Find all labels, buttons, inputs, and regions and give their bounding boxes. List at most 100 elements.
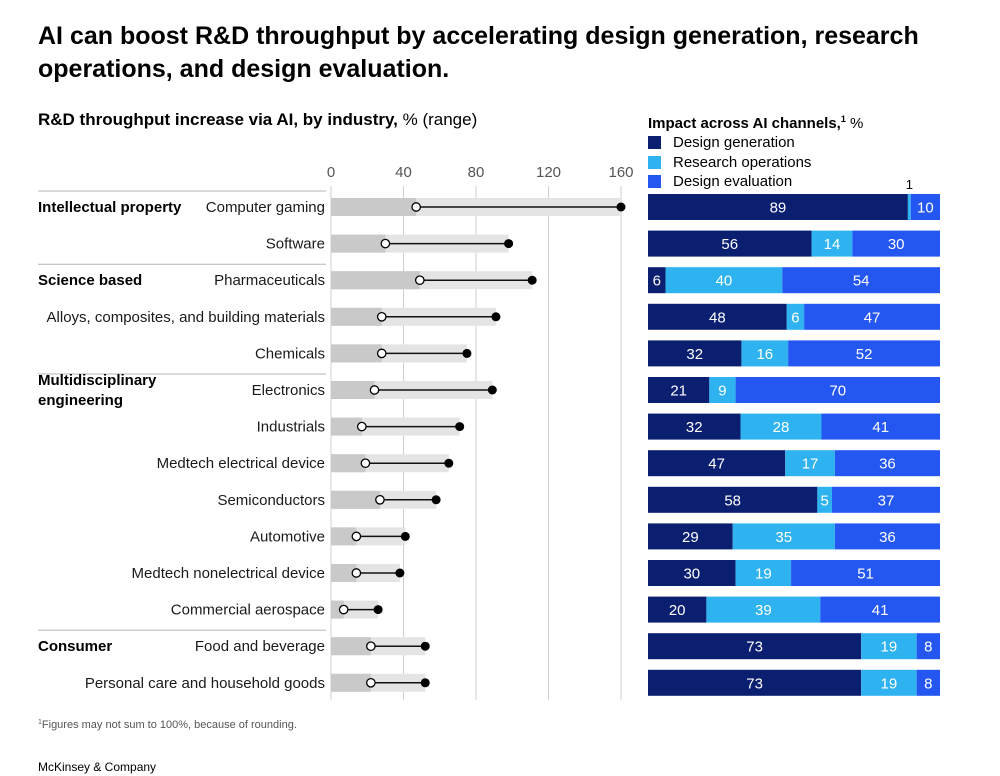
page-title: AI can boost R&D throughput by accelerat… [38,22,919,83]
stacked-segment-design-evaluation [735,377,940,403]
segment-value-label: 8 [924,639,932,656]
stacked-segment-research-operations [785,450,835,477]
row-label-medtech-nonelectrical-device: Medtech nonelectrical device [132,565,325,582]
segment-value-label: 70 [829,383,846,400]
x-tick-label: 80 [468,164,485,181]
segment-value-label: 16 [756,346,773,363]
row-label-commercial-aerospace: Commercial aerospace [171,602,325,619]
stacked-segment-research-operations [817,486,832,513]
segment-value-label: 73 [746,639,763,656]
x-tick-label: 160 [608,164,633,181]
range-low-bar [331,600,344,619]
segment-value-label: 58 [724,492,741,509]
stacked-segment-research-operations [740,413,822,440]
row-label-semiconductors: Semiconductors [217,492,325,509]
group-label: Consumer [38,638,112,655]
range-low-dot [338,604,349,615]
segment-value-label: 17 [802,456,819,473]
range-low-dot [366,677,376,688]
row-label-automotive: Automotive [250,528,325,545]
right-heading-main: Impact across AI channels, [648,115,841,132]
row-label-personal-care-and-household-goods: Personal care and household goods [85,675,325,692]
range-low-dot [351,568,362,578]
row-label-computer-gaming: Computer gaming [206,199,325,216]
segment-value-label: 10 [917,200,934,217]
segment-value-label: 36 [879,529,896,546]
segment-value-label: 73 [746,675,763,692]
segment-value-label: 41 [872,419,889,436]
segment-value-label: 40 [716,273,733,290]
range-high-dot [373,605,383,615]
legend-item-design-generation: Design generation [648,133,811,153]
segment-value-label: 19 [881,675,898,692]
stacked-segment-design-generation [648,669,862,696]
footnote-marker: 1 [38,719,42,726]
range-high-dot [420,678,430,688]
stacked-segment-research-operations [706,596,821,623]
range-low-bar [331,198,417,216]
footnote-text: Figures may not sum to 100%, because of … [41,719,297,731]
range-low-dot [351,531,362,542]
legend-swatch-design-generation [648,136,661,150]
stacked-segment-research-operations [741,340,789,367]
stacked-segment-design-generation [648,303,787,330]
segment-value-label: 54 [853,273,870,290]
segment-value-label: 41 [872,602,889,619]
right-heading-footnote-ref: 1 [840,114,846,124]
stacked-segment-design-generation [648,377,710,403]
segment-value-label: 51 [857,566,874,583]
segment-value-label: 14 [824,236,841,253]
range-low-dot [376,348,387,359]
range-low-bar [331,673,371,692]
range-low-dot [360,458,371,469]
segment-value-label: 47 [864,309,881,326]
segment-value-label: 30 [888,236,905,253]
segment-value-label: 19 [755,566,772,583]
range-low-dot [376,311,387,322]
segment-value-label: 19 [881,639,898,656]
range-low-dot [414,275,425,286]
stacked-segment-design-evaluation [916,669,940,696]
right-heading-unit: % [845,115,864,132]
segment-value-label: 20 [669,602,686,619]
stacked-segment-design-generation [648,340,742,367]
segment-value-label: 30 [683,566,700,583]
stacked-segment-design-generation [648,486,818,513]
segment-value-label: 56 [721,236,738,253]
stacked-segment-research-operations [665,267,783,294]
range-low-dot [375,494,385,505]
range-low-bar [331,344,382,363]
legend-label-design-generation: Design generation [673,134,795,152]
legend: Design generation Research operations De… [648,133,811,192]
row-label-chemicals: Chemicals [255,345,325,362]
segment-value-label: 29 [682,529,699,546]
stacked-segment-design-generation [648,633,862,660]
group-label: Intellectual property [38,199,182,216]
range-high-dot [455,422,465,432]
legend-swatch-research-operations [648,155,661,169]
stacked-segment-design-evaluation [804,303,940,330]
segment-value-label: 9 [718,383,726,400]
stacked-segment-research-operations [861,669,917,696]
segment-value-label: 52 [856,346,873,363]
legend-label-design-evaluation: Design evaluation [673,173,793,191]
legend-item-research-operations: Research operations [648,153,811,173]
brand-name: McKinsey & Company [38,760,157,774]
segment-value-label: 39 [755,602,772,619]
segment-value-label: 8 [924,675,932,692]
range-high-dot [431,495,441,505]
segment-value-label: 47 [708,456,725,473]
range-high-dot [420,641,430,651]
range-high-dot [616,202,626,212]
group-label: Science based [38,272,142,289]
stacked-segment-design-evaluation [831,486,940,513]
range-high-dot [487,385,497,395]
group-label: Multidisciplinary engineering [38,372,157,409]
stacked-segment-design-evaluation [791,560,940,586]
range-high-dot [400,531,410,541]
x-tick-label: 120 [536,164,561,181]
stacked-segment-design-generation [648,523,733,550]
stacked-segment-design-evaluation [820,596,940,623]
range-low-dot [411,202,422,212]
x-tick-label: 40 [395,164,412,181]
